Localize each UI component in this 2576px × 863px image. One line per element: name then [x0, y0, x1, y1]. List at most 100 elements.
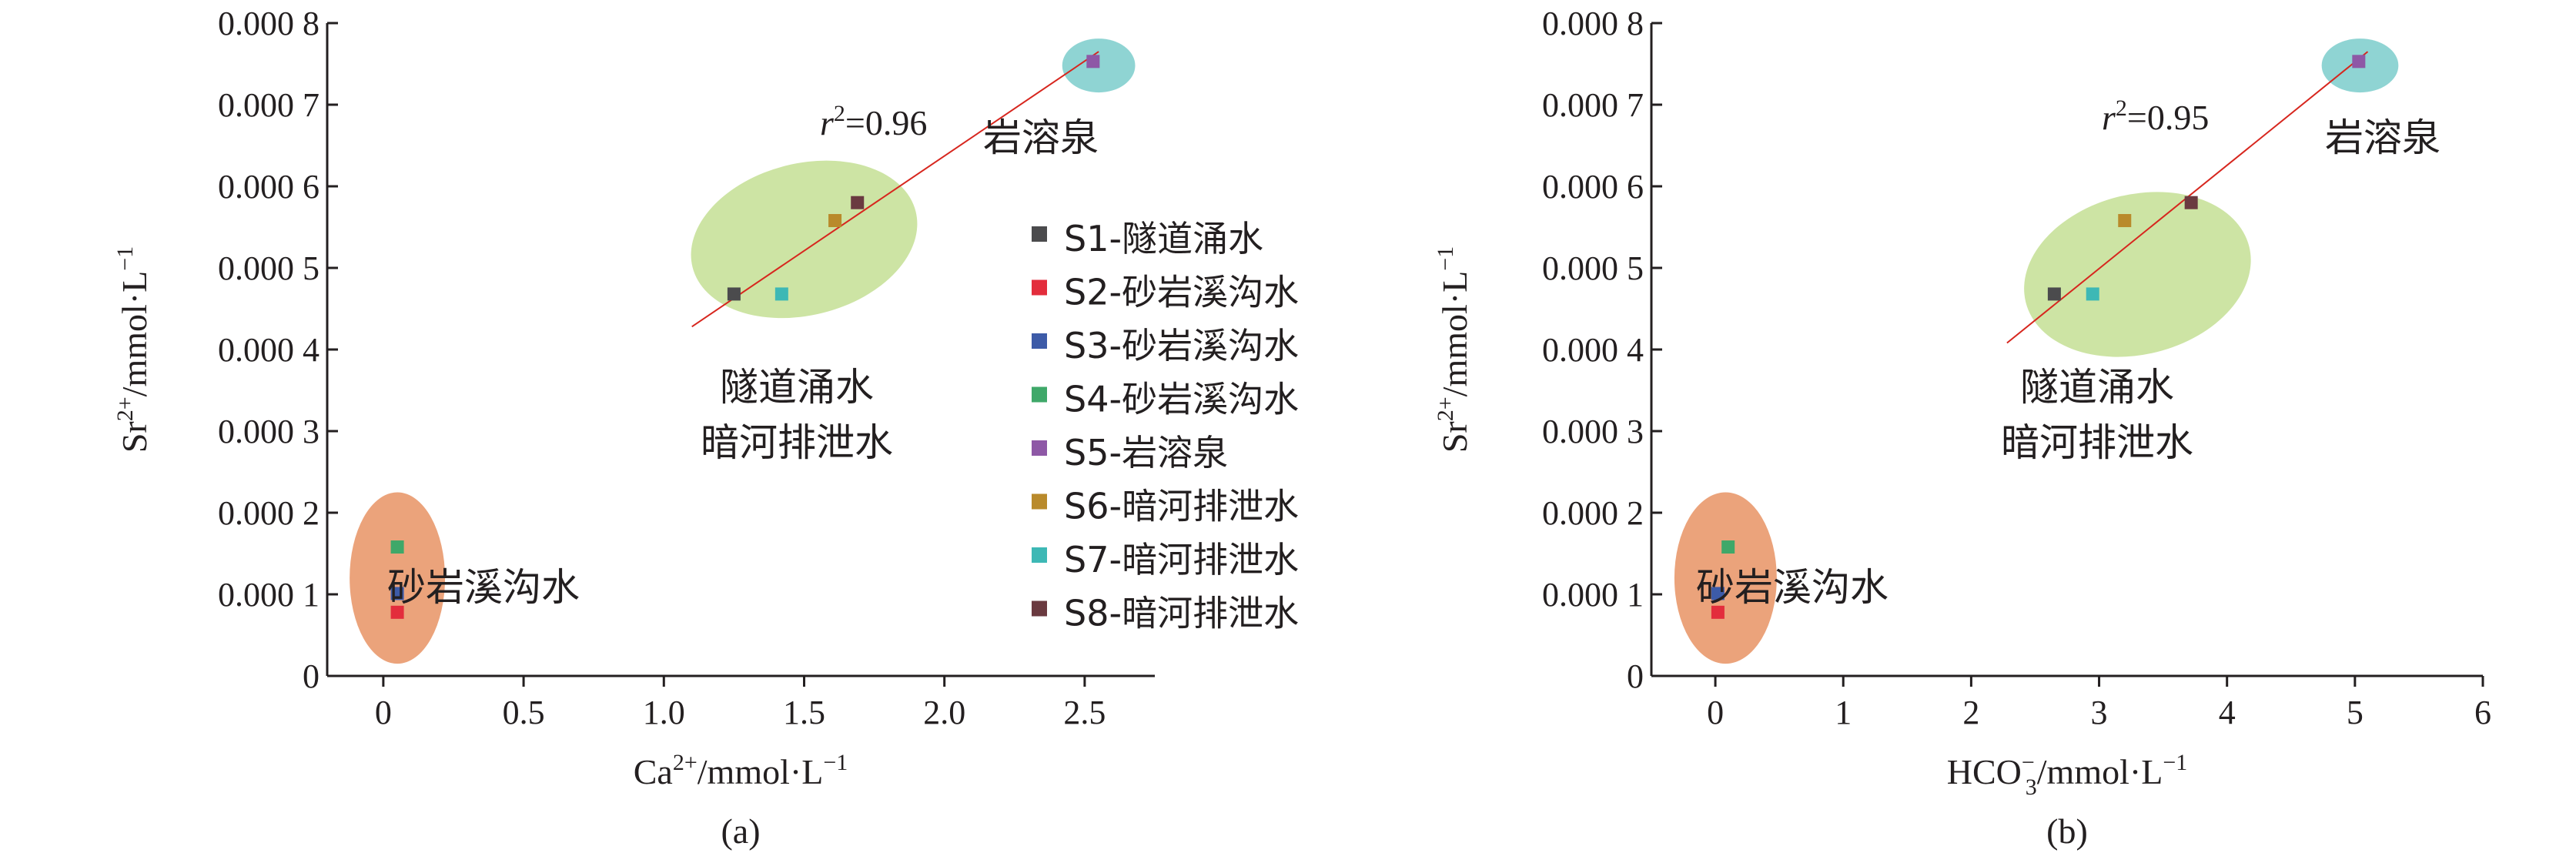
group-label: 隧道涌水 [2020, 365, 2174, 410]
legend-label: S1-隧道涌水 [1064, 218, 1263, 259]
y-tick-label: 0.000 1 [218, 576, 319, 614]
y-tick-label: 0.000 5 [218, 249, 319, 287]
y-axis-label-sup: 2+ [112, 396, 138, 421]
r-squared-label: r2=0.95 [2102, 95, 2209, 137]
data-point-s5 [1086, 55, 1100, 69]
data-point-s5 [2352, 55, 2366, 69]
x-tick-label: 1.0 [643, 694, 685, 731]
x-tick-label: 2.5 [1063, 694, 1106, 731]
data-point-s2 [390, 605, 404, 619]
data-point-s4 [390, 540, 404, 554]
data-point-s3 [1711, 587, 1725, 600]
x-tick-label: 3 [2091, 694, 2108, 731]
legend: S1-隧道涌水 S2-砂岩溪沟水 S3-砂岩溪沟水 S4-砂岩溪沟水 S5-岩溶泉 S6-… [1032, 218, 1299, 634]
r-squared-sup: 2 [834, 101, 845, 126]
r-squared-symbol: r [2102, 98, 2116, 137]
y-tick-label: 0.000 8 [218, 5, 319, 42]
y-tick-label: 0.000 7 [218, 86, 319, 124]
x-axis-label-sub: 3 [2026, 774, 2037, 800]
y-tick-label: 0.000 6 [218, 168, 319, 206]
x-axis-label-text: Ca [634, 752, 673, 791]
group-label: 砂岩溪沟水 [1696, 565, 1889, 610]
x-axis-label-unit: /mmol·L [2037, 752, 2163, 791]
x-tick-label: 0 [375, 694, 392, 731]
y-axis-label-text: Sr [1435, 421, 1474, 453]
x-tick-label: 0.5 [503, 694, 545, 731]
legend-label: S6-暗河排泄水 [1064, 486, 1299, 527]
data-point-s7 [774, 287, 788, 301]
data-point-s6 [2118, 214, 2132, 228]
data-point-s1 [727, 287, 741, 301]
r-squared-label: r2=0.96 [820, 101, 927, 142]
y-tick-label: 0.000 4 [1542, 331, 1644, 369]
x-axis-label-sup: 2+ [673, 750, 698, 775]
data-point-s2 [1711, 605, 1725, 619]
y-tick-label: 0.000 5 [1542, 249, 1644, 287]
x-axis-label-unit: /mmol·L [698, 752, 824, 791]
x-tick-label: 1 [1835, 694, 1852, 731]
x-axis-label: Ca2+/mmol·L−1 [634, 750, 848, 791]
legend-swatch-s3 [1032, 333, 1047, 349]
chart-panel-1: 0 0.000 1 0.000 2 0.000 3 0.000 4 0.000 5 0.00… [112, 5, 1299, 851]
legend-label: S4-砂岩溪沟水 [1064, 379, 1299, 420]
r-squared-symbol: r [820, 103, 835, 142]
legend-swatch-s7 [1032, 547, 1047, 563]
legend-label: S3-砂岩溪沟水 [1064, 325, 1299, 366]
y-tick-label: 0.000 3 [218, 413, 319, 450]
group-label: 岩溶泉 [2325, 115, 2441, 160]
chart-panel-2: 0 0.000 1 0.000 2 0.000 3 0.000 4 0.000 5 0.00… [1433, 5, 2491, 851]
x-tick-label: 4 [2219, 694, 2236, 731]
group-label: 砂岩溪沟水 [387, 565, 580, 610]
group-label: 岩溶泉 [983, 115, 1099, 160]
group-ellipse [350, 492, 446, 664]
x-axis-label: HCO− 3/mmol·L−1 [1947, 750, 2188, 800]
legend-label: S8-暗河排泄水 [1064, 593, 1299, 634]
x-tick-label: 2.0 [923, 694, 965, 731]
data-point-s4 [1721, 540, 1735, 554]
y-axis-label-unit: /mmol·L [1435, 271, 1474, 397]
y-tick-label: 0 [1627, 657, 1644, 695]
x-axis-label-text: HCO [1947, 752, 2022, 791]
data-point-s8 [851, 196, 865, 209]
y-tick-label: 0.000 6 [1542, 168, 1644, 206]
data-point-s8 [2184, 196, 2198, 209]
r-squared-value: =0.95 [2127, 98, 2209, 137]
x-tick-label: 1.5 [783, 694, 825, 731]
legend-swatch-s8 [1032, 600, 1047, 617]
legend-label: S5-岩溶泉 [1064, 432, 1228, 473]
y-tick-label: 0.000 2 [218, 494, 319, 532]
panel-label: (a) [721, 811, 760, 851]
y-axis-label: Sr2+/mmol·L−1 [112, 246, 154, 453]
panel-label: (b) [2046, 811, 2088, 851]
x-axis-label-unit-sup: −1 [823, 750, 848, 775]
x-tick-label: 5 [2347, 694, 2364, 731]
r-squared-sup: 2 [2116, 95, 2127, 121]
legend-swatch-s1 [1032, 226, 1047, 242]
y-axis-label: Sr2+/mmol·L−1 [1433, 246, 1474, 453]
y-tick-label: 0.000 8 [1542, 5, 1644, 42]
x-tick-label: 0 [1707, 694, 1724, 731]
group-label: 隧道涌水 [720, 365, 874, 410]
data-point-s3 [390, 587, 404, 600]
group-ellipse [2024, 192, 2251, 357]
y-axis-label-sup: 2+ [1433, 396, 1458, 421]
y-tick-label: 0.000 1 [1542, 576, 1644, 614]
x-tick-label: 2 [1962, 694, 1979, 731]
legend-label: S2-砂岩溪沟水 [1064, 272, 1299, 313]
x-axis-label-unit-sup: −1 [2163, 750, 2187, 775]
y-axis-label-unit-sup: −1 [112, 246, 138, 271]
y-axis-label-unit-sup: −1 [1433, 246, 1458, 271]
x-axis-label-sup: − [2022, 750, 2035, 775]
group-label: 暗河排泄水 [2001, 420, 2193, 465]
y-tick-label: 0.000 2 [1542, 494, 1644, 532]
data-point-s7 [2086, 287, 2099, 301]
data-point-s1 [2047, 287, 2061, 301]
x-tick-label: 6 [2474, 694, 2491, 731]
legend-swatch-s2 [1032, 279, 1047, 296]
legend-swatch-s4 [1032, 386, 1047, 403]
legend-label: S7-暗河排泄水 [1064, 539, 1299, 580]
y-tick-label: 0.000 4 [218, 331, 319, 369]
y-tick-label: 0.000 7 [1542, 86, 1644, 124]
legend-swatch-s6 [1032, 493, 1047, 510]
